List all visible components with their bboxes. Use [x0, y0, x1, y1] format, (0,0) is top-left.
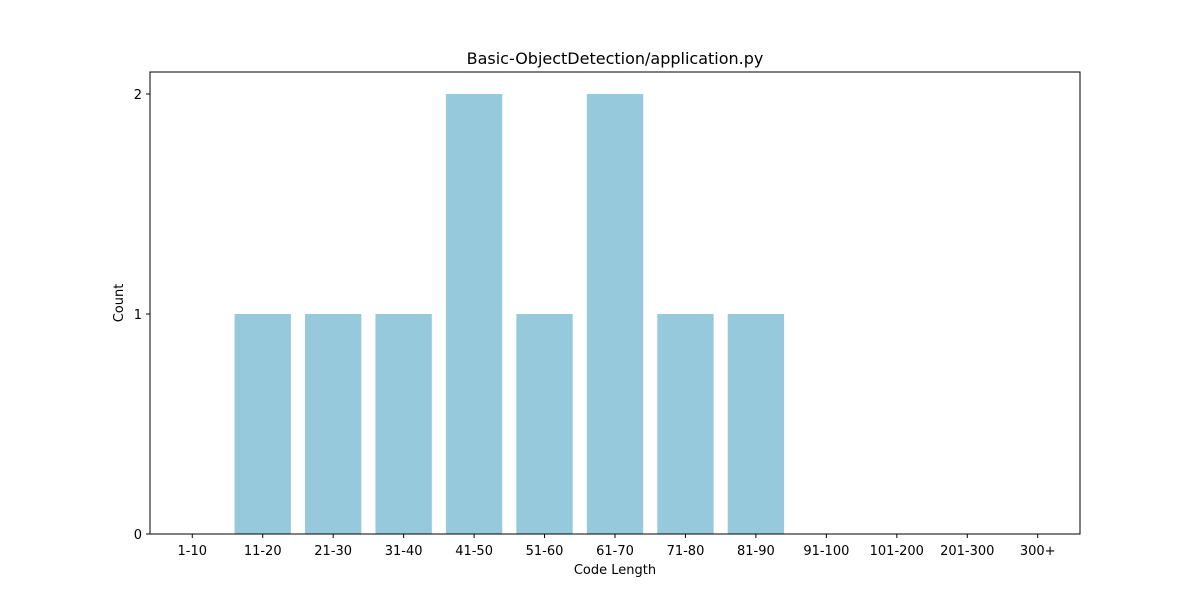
- y-tick-label: 1: [134, 308, 142, 323]
- y-axis-ticks: 0 1 2: [134, 88, 150, 543]
- bar-31-40: [375, 314, 432, 534]
- x-tick-label: 71-80: [667, 544, 705, 559]
- bar-41-50: [445, 94, 503, 534]
- y-axis-label: Count: [112, 284, 127, 323]
- x-tick-label: 81-90: [737, 544, 775, 559]
- x-tick-label: 41-50: [455, 544, 493, 559]
- bar-71-80: [657, 314, 714, 534]
- x-tick-label: 51-60: [526, 544, 564, 559]
- x-tick-label: 91-100: [803, 544, 849, 559]
- bar-51-60: [516, 314, 573, 534]
- x-tick-label: 1-10: [178, 544, 208, 559]
- x-axis-ticks: 1-10 11-20 21-30 31-40 41-50 51-60 61-70 71-80 8…: [178, 534, 1056, 559]
- y-tick-label: 2: [134, 88, 142, 103]
- y-tick-label: 0: [134, 528, 142, 543]
- chart-title: Basic-ObjectDetection/application.py: [467, 49, 764, 68]
- x-tick-label: 61-70: [596, 544, 634, 559]
- bar-21-30: [305, 314, 362, 534]
- x-tick-label: 31-40: [385, 544, 423, 559]
- bar-81-90: [727, 314, 785, 534]
- x-axis-label: Code Length: [574, 563, 656, 578]
- x-tick-label: 201-300: [940, 544, 994, 559]
- bar-11-20: [234, 314, 291, 534]
- bars-group: [234, 94, 785, 534]
- x-tick-label: 300+: [1020, 544, 1056, 559]
- x-tick-label: 21-30: [314, 544, 352, 559]
- x-tick-label: 101-200: [870, 544, 924, 559]
- bar-61-70: [586, 94, 644, 534]
- x-tick-label: 11-20: [244, 544, 282, 559]
